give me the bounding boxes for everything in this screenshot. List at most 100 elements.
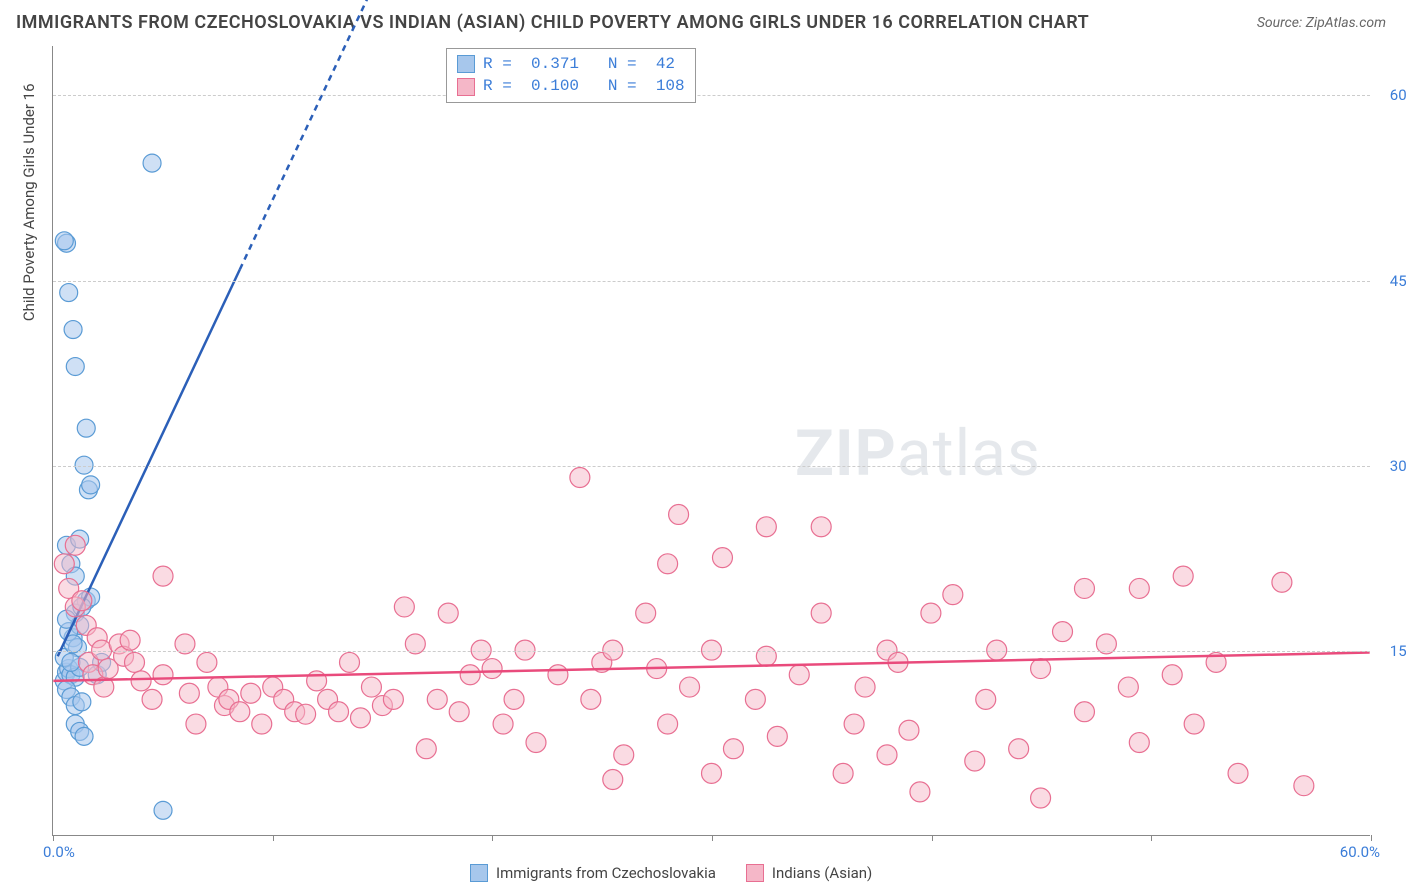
series-legend: Immigrants from Czechoslovakia Indians (A… (470, 864, 872, 882)
data-point (1053, 622, 1073, 642)
plot-area: ZIPatlas 15.0%30.0%45.0%60.0%0.0%60.0% (52, 46, 1370, 836)
data-point (756, 517, 776, 537)
data-point (899, 720, 919, 740)
data-point (745, 689, 765, 709)
data-point (66, 358, 84, 376)
data-point (1184, 714, 1204, 734)
data-point (197, 652, 217, 672)
data-point (75, 727, 93, 745)
legend-label: Immigrants from Czechoslovakia (496, 864, 716, 882)
y-axis-title: Child Poverty Among Girls Under 16 (20, 83, 38, 321)
chart-title: IMMIGRANTS FROM CZECHOSLOVAKIA VS INDIAN… (16, 12, 1089, 33)
data-point (252, 714, 272, 734)
data-point (1074, 578, 1094, 598)
x-tick (932, 835, 933, 841)
data-point (186, 714, 206, 734)
data-point (756, 646, 776, 666)
data-point (72, 591, 92, 611)
data-point (504, 689, 524, 709)
x-tick-label-min: 0.0% (43, 843, 75, 861)
data-point (482, 659, 502, 679)
data-point (62, 653, 80, 671)
data-point (789, 665, 809, 685)
data-point (64, 321, 82, 339)
data-point (712, 548, 732, 568)
stats-row: R = 0.100 N = 108 (457, 75, 685, 97)
data-point (833, 763, 853, 783)
data-point (767, 726, 787, 746)
data-point (943, 585, 963, 605)
data-point (910, 782, 930, 802)
data-point (460, 665, 480, 685)
data-point (1031, 659, 1051, 679)
data-point (658, 714, 678, 734)
legend-swatch (470, 864, 488, 882)
data-point (493, 714, 513, 734)
series-swatch (457, 78, 475, 96)
data-point (340, 652, 360, 672)
x-tick (1371, 835, 1372, 841)
data-point (1031, 788, 1051, 808)
data-point (581, 689, 601, 709)
data-point (603, 770, 623, 790)
data-point (60, 284, 78, 302)
data-point (548, 665, 568, 685)
data-point (65, 535, 85, 555)
data-point (976, 689, 996, 709)
data-point (1074, 702, 1094, 722)
data-point (680, 677, 700, 697)
y-tick-label: 30.0% (1390, 457, 1406, 475)
data-point (142, 689, 162, 709)
x-tick (53, 835, 54, 841)
data-point (1294, 776, 1314, 796)
data-point (1129, 578, 1149, 598)
legend-swatch (746, 864, 764, 882)
y-tick-label: 15.0% (1390, 642, 1406, 660)
source-attribution: Source: ZipAtlas.com (1257, 15, 1386, 31)
y-tick-label: 45.0% (1390, 272, 1406, 290)
data-point (143, 154, 161, 172)
data-point (55, 232, 73, 250)
data-point (329, 702, 349, 722)
data-point (855, 677, 875, 697)
data-point (73, 693, 91, 711)
data-point (844, 714, 864, 734)
gridline (53, 95, 1370, 96)
data-point (669, 504, 689, 524)
gridline (53, 651, 1370, 652)
data-point (153, 665, 173, 685)
data-point (877, 745, 897, 765)
data-point (125, 652, 145, 672)
data-point (427, 689, 447, 709)
data-point (723, 739, 743, 759)
x-tick-label-max: 60.0% (1340, 843, 1380, 861)
data-point (811, 603, 831, 623)
data-point (361, 677, 381, 697)
x-tick (1151, 835, 1152, 841)
legend-label: Indians (Asian) (772, 864, 872, 882)
data-point (82, 476, 100, 494)
data-point (179, 683, 199, 703)
data-point (614, 745, 634, 765)
data-point (394, 597, 414, 617)
data-point (131, 671, 151, 691)
data-point (230, 702, 250, 722)
legend-item: Indians (Asian) (746, 864, 872, 882)
data-point (921, 603, 941, 623)
data-point (54, 554, 74, 574)
series-swatch (457, 55, 475, 73)
x-tick (712, 835, 713, 841)
data-point (570, 467, 590, 487)
data-point (636, 603, 656, 623)
data-point (438, 603, 458, 623)
data-point (383, 689, 403, 709)
data-point (296, 704, 316, 724)
data-point (120, 630, 140, 650)
gridline (53, 281, 1370, 282)
data-point (1162, 665, 1182, 685)
data-point (965, 751, 985, 771)
scatter-svg (53, 46, 1370, 835)
data-point (1129, 733, 1149, 753)
gridline (53, 466, 1370, 467)
data-point (1173, 566, 1193, 586)
